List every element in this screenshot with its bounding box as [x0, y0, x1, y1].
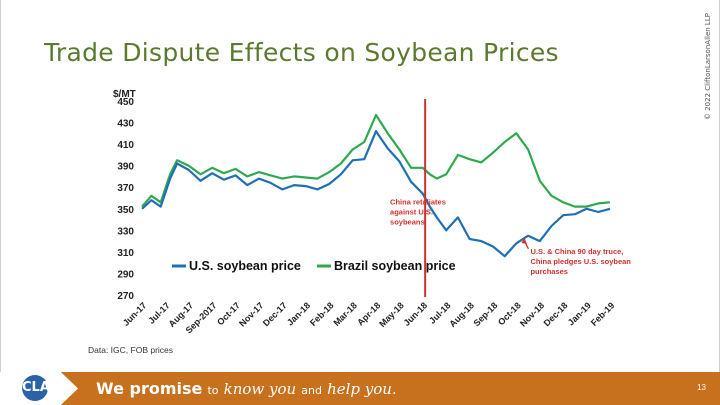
- promise-part-5: help you.: [327, 380, 397, 398]
- x-tick-label: Feb-18: [308, 300, 336, 328]
- x-tick-label: Jun-17: [121, 300, 149, 328]
- cla-logo-icon: CLA: [22, 375, 50, 401]
- cla-logo: CLA: [0, 372, 78, 405]
- promise-part-3: know you: [223, 380, 297, 398]
- x-tick-label: Dec-17: [261, 300, 289, 328]
- y-tick-label: 290: [117, 269, 134, 280]
- soybean-price-chart: $/MT 270 290 310 330 350 370 390 410 430 450 China …: [88, 89, 631, 355]
- x-tick-label: Mar-18: [331, 300, 359, 328]
- promise-tagline: We promise to know you and help you.: [96, 379, 397, 398]
- x-tick-label: Nov-17: [237, 300, 265, 328]
- x-tick-label: Aug-18: [447, 300, 476, 329]
- annotation-text: soybeans: [390, 217, 425, 226]
- series-line-brazil: [141, 113, 611, 208]
- slide-title: Trade Dispute Effects on Soybean Prices: [44, 38, 559, 67]
- legend-label-brazil: Brazil soybean price: [334, 259, 456, 273]
- slide-left-rule: [0, 0, 1, 372]
- promise-part-1: We promise: [96, 379, 203, 398]
- footer-bar: CLA We promise to know you and help you.…: [0, 372, 720, 405]
- promise-part-2: to: [207, 384, 219, 397]
- annotation-text: China pledges U.S. soybean: [530, 257, 631, 266]
- x-tick-label: Sep-18: [471, 300, 499, 328]
- y-tick-label: 330: [117, 226, 134, 237]
- annotation-text: China retaliates: [390, 197, 446, 206]
- x-tick-label: Jun-18: [402, 300, 430, 328]
- y-tick-label: 310: [117, 248, 134, 259]
- y-tick-label: 350: [117, 205, 134, 216]
- legend-label-us: U.S. soybean price: [189, 259, 301, 273]
- x-tick-label: Nov-18: [518, 300, 546, 328]
- page-number: 13: [697, 383, 706, 392]
- x-tick-label: Feb-19: [589, 300, 617, 328]
- annotation-text: against U.S.: [390, 207, 433, 216]
- y-tick-label: 270: [117, 291, 134, 302]
- y-axis-label: $/MT: [113, 89, 136, 100]
- y-tick-label: 430: [117, 119, 134, 130]
- y-tick-label: 450: [117, 97, 134, 108]
- chart-source-note: Data: IGC, FOB prices: [88, 345, 173, 355]
- x-tick-label: May-18: [377, 300, 406, 329]
- annotation-text: purchases: [530, 267, 568, 276]
- y-tick-label: 370: [117, 183, 134, 194]
- y-tick-label: 410: [117, 140, 134, 151]
- x-tick-label: Jan-19: [566, 300, 593, 327]
- promise-part-4: and: [301, 384, 322, 397]
- annotation-arrow-head: [521, 237, 527, 244]
- series-line-us: [141, 130, 611, 258]
- y-tick-label: 390: [117, 162, 134, 173]
- x-tick-label: Jan-18: [285, 300, 312, 327]
- annotation-text: U.S. & China 90 day truce,: [530, 247, 623, 256]
- x-tick-label: Dec-18: [542, 300, 570, 328]
